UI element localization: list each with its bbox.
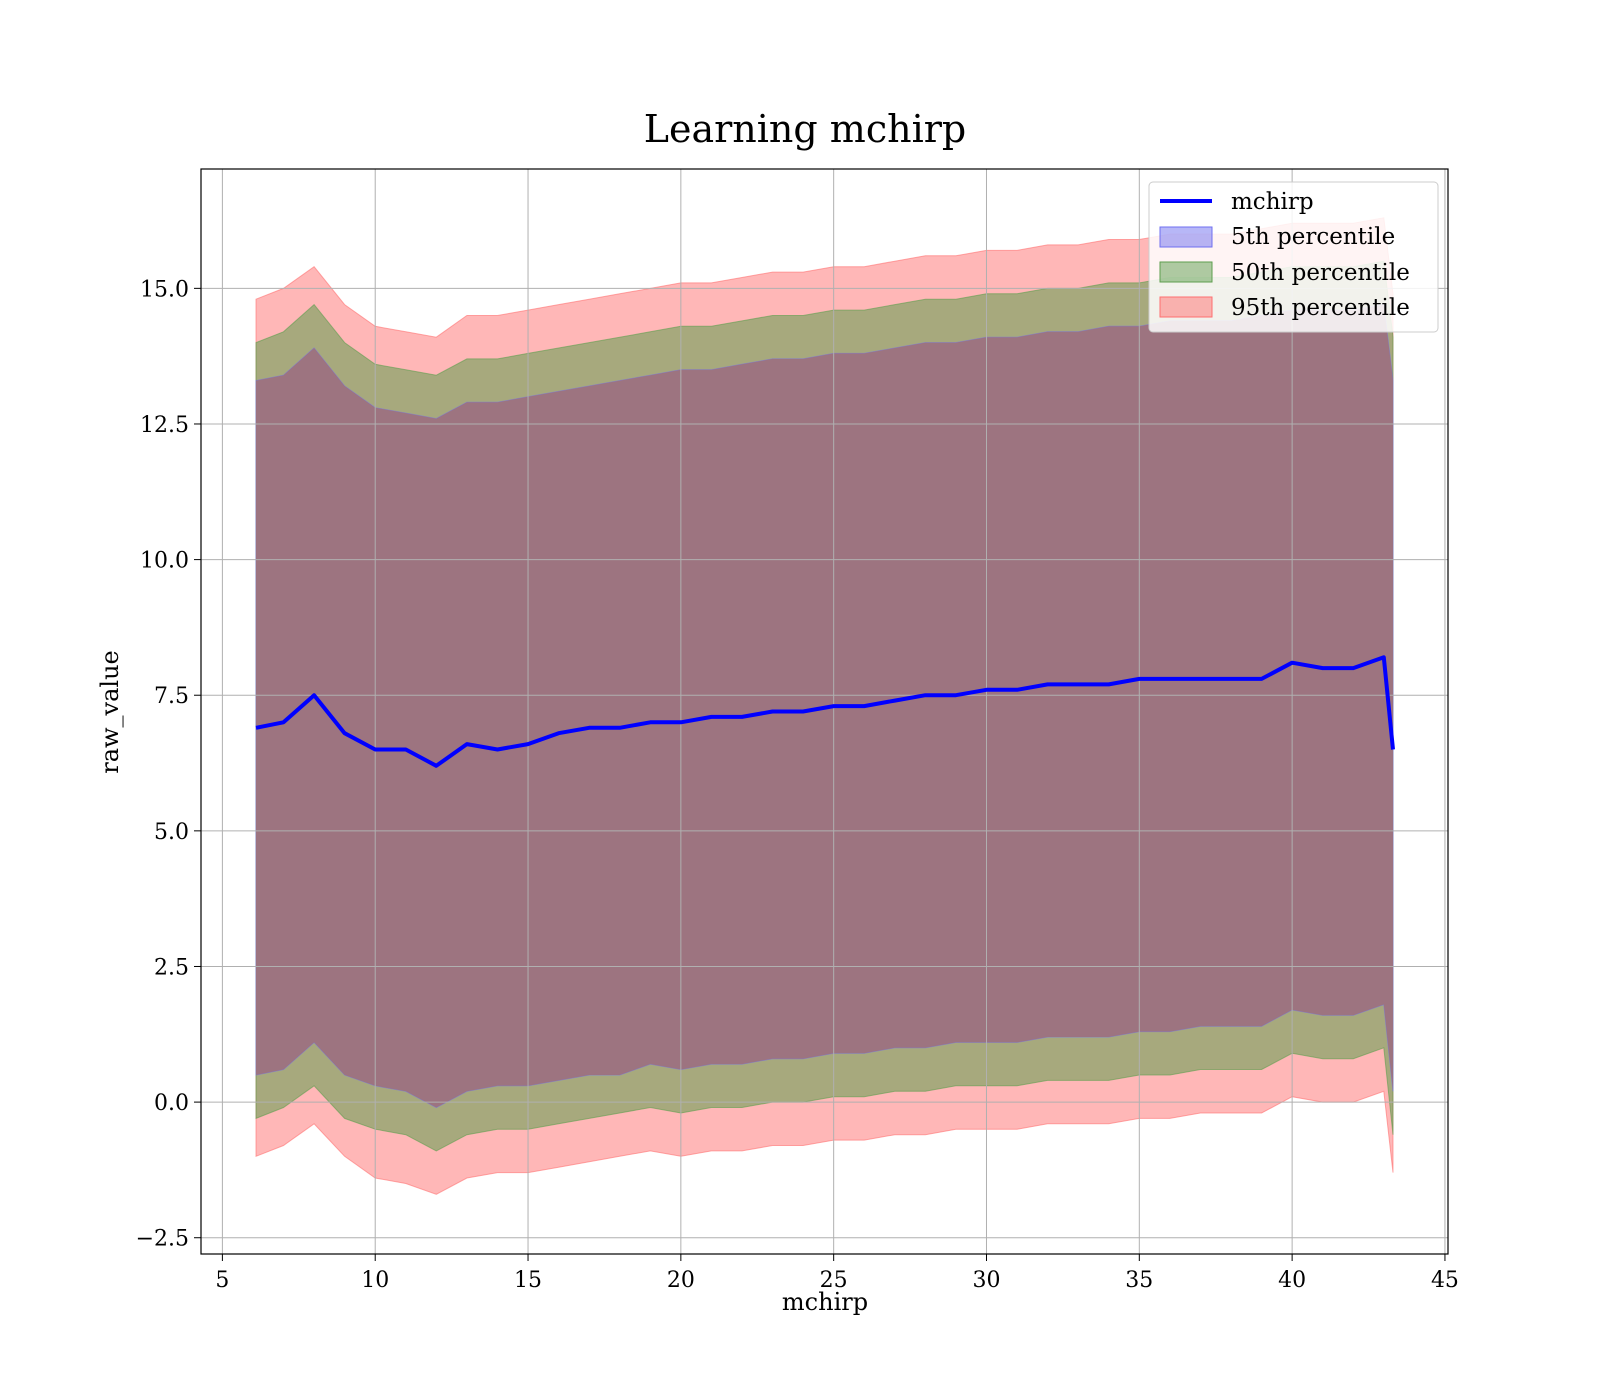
x-tick-label: 45	[1431, 1268, 1459, 1293]
y-tick-label: −2.5	[136, 1227, 189, 1252]
grid	[201, 169, 1448, 1254]
legend-label-50th: 50th percentile	[1231, 260, 1410, 286]
y-tick-label: 12.5	[140, 413, 189, 438]
series-line-mchirp	[255, 655, 1395, 768]
x-tick-label: 25	[820, 1268, 848, 1293]
y-axis: −2.5 0.0 2.5 5.0 7.5 10.0 12.5 15.0	[136, 277, 201, 1252]
x-tick-label: 40	[1278, 1268, 1306, 1293]
x-axis-label: mchirp	[782, 1288, 868, 1316]
legend: mchirp 5th percentile 50th percentile 95…	[1148, 181, 1439, 333]
x-axis: 5 10 15 20 25 30 35 40 45	[215, 1254, 1459, 1293]
x-tick-label: 35	[1125, 1268, 1153, 1293]
y-tick-label: 7.5	[154, 684, 189, 709]
legend-label-5th: 5th percentile	[1231, 224, 1395, 250]
legend-swatch-50th	[1159, 261, 1213, 283]
chart-title: Learning mchirp	[644, 107, 966, 151]
legend-swatch-5th	[1159, 226, 1213, 248]
plot-area	[200, 168, 1449, 1255]
y-tick-label: 2.5	[154, 955, 189, 980]
x-tick-label: 10	[361, 1268, 389, 1293]
legend-box	[1148, 181, 1439, 333]
plot-frame	[200, 168, 1449, 1255]
x-tick-label: 15	[514, 1268, 542, 1293]
y-tick-label: 10.0	[140, 549, 189, 574]
y-tick-label: 0.0	[154, 1091, 189, 1116]
legend-swatch-95th	[1159, 296, 1213, 318]
x-tick-label: 5	[215, 1268, 229, 1293]
y-tick-label: 5.0	[154, 820, 189, 845]
x-tick-label: 30	[972, 1268, 1000, 1293]
y-axis-label: raw_value	[96, 650, 124, 774]
legend-label-95th: 95th percentile	[1231, 295, 1410, 321]
legend-label-mchirp: mchirp	[1231, 189, 1314, 215]
x-tick-label: 20	[667, 1268, 695, 1293]
y-tick-label: 15.0	[140, 277, 189, 302]
